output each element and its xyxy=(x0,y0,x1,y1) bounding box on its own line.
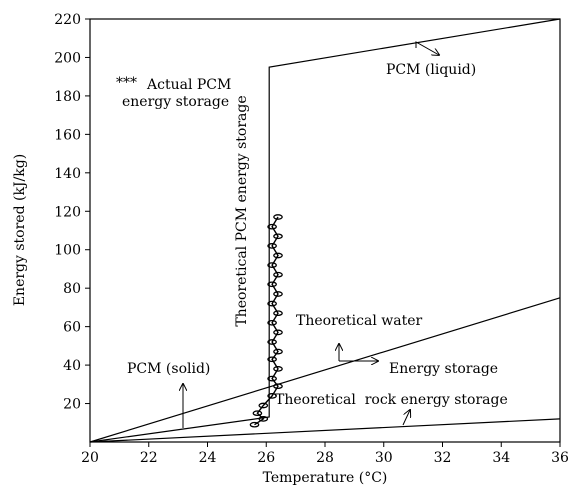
actual-pcm-point xyxy=(267,393,277,399)
y-tick-label: 180 xyxy=(54,89,81,105)
y-axis-title: Energy stored (kJ/kg) xyxy=(12,154,28,306)
y-axis-ticks: 20 40 60 80 100 120 140 160 180 200 220 xyxy=(54,12,90,413)
rock-line xyxy=(89,418,561,443)
actual-pcm-point xyxy=(273,366,283,372)
actual-pcm-point xyxy=(273,383,283,390)
actual-pcm-point xyxy=(273,348,283,355)
x-tick-label: 24 xyxy=(199,450,217,466)
x-tick-label: 26 xyxy=(257,450,275,466)
actual-pcm-point xyxy=(267,243,277,249)
x-tick-label: 20 xyxy=(81,450,99,466)
y-tick-label: 100 xyxy=(54,243,81,259)
pcm-liquid-arrow xyxy=(415,41,439,55)
actual-pcm-point xyxy=(267,300,277,307)
x-tick-label: 36 xyxy=(551,450,569,466)
actual-pcm-markers xyxy=(249,214,283,428)
y-tick-label: 60 xyxy=(63,320,81,336)
actual-pcm-point xyxy=(267,281,277,288)
actual-pcm-point xyxy=(267,319,277,326)
actual-pcm-point xyxy=(258,416,269,422)
actual-pcm-point xyxy=(249,421,260,428)
y-tick-label: 80 xyxy=(63,281,81,297)
actual-pcm-point xyxy=(267,262,277,268)
actual-pcm-point xyxy=(273,329,283,336)
y-tick-label: 20 xyxy=(63,397,81,413)
actual-pcm-point xyxy=(267,375,277,382)
x-tick-label: 22 xyxy=(140,450,158,466)
actual-pcm-point xyxy=(273,233,283,240)
actual-pcm-point xyxy=(258,402,269,409)
actual-pcm-point xyxy=(273,310,283,317)
x-axis-ticks: 20 22 24 26 28 30 32 34 36 xyxy=(81,442,569,466)
annotation-pcm-liquid: PCM (liquid) xyxy=(386,62,476,78)
y-tick-label: 200 xyxy=(54,50,81,66)
annotation-actual-line1: Actual PCM xyxy=(146,77,231,93)
annotation-actual-line2: energy storage xyxy=(122,94,229,110)
annotation-energy-storage: Energy storage xyxy=(389,361,498,377)
x-tick-label: 34 xyxy=(492,450,510,466)
actual-pcm-point xyxy=(267,356,277,363)
rock-arrow xyxy=(402,410,410,426)
actual-pcm-point xyxy=(273,291,283,297)
actual-pcm-point xyxy=(273,214,283,220)
y-tick-label: 160 xyxy=(54,127,81,143)
actual-pcm-point xyxy=(273,252,283,259)
y-tick-label: 220 xyxy=(54,12,81,28)
annotation-theoretical-pcm: Theoretical PCM energy storage xyxy=(234,95,250,326)
annotation-pcm-solid: PCM (solid) xyxy=(127,361,210,377)
actual-pcm-point xyxy=(267,339,277,345)
annotation-actual-marker: *** xyxy=(116,75,137,91)
actual-pcm-point xyxy=(267,223,277,230)
series-layer xyxy=(89,18,561,443)
annotation-water: Theoretical water xyxy=(296,313,423,329)
actual-pcm-point xyxy=(273,271,283,278)
annotation-rock: Theoretical rock energy storage xyxy=(275,392,508,408)
x-tick-label: 32 xyxy=(434,450,452,466)
y-tick-label: 120 xyxy=(54,204,81,220)
water-line xyxy=(89,297,561,443)
pcm-theoretical-line xyxy=(89,18,561,443)
y-tick-label: 140 xyxy=(54,166,81,182)
x-tick-label: 30 xyxy=(375,450,393,466)
actual-pcm-point xyxy=(252,410,263,417)
x-axis-title: Temperature (°C) xyxy=(263,470,388,486)
x-tick-label: 28 xyxy=(316,450,334,466)
y-tick-label: 40 xyxy=(63,358,81,374)
